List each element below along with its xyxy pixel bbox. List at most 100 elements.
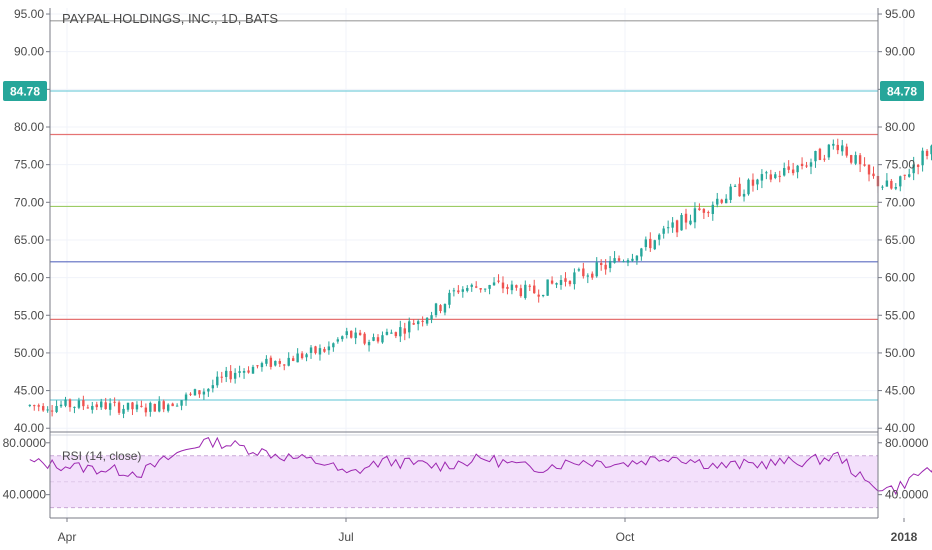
price-tick-label-left: 75.00 — [14, 158, 44, 172]
candle-body — [73, 406, 76, 408]
candle-body — [251, 366, 255, 374]
candle-body — [140, 405, 143, 407]
rsi-pane — [29, 434, 932, 509]
candle-body — [381, 335, 384, 343]
candle-body — [354, 332, 357, 339]
candle-body — [367, 341, 371, 346]
price-tick-label-right: 60.00 — [885, 271, 915, 285]
rsi-tick-label-right: 80.0000 — [885, 436, 929, 450]
candle-body — [742, 193, 746, 197]
candle-body — [430, 315, 433, 320]
price-tick-label-right: 80.00 — [885, 120, 915, 134]
candle-body — [492, 282, 496, 286]
candle-body — [180, 400, 183, 406]
price-tick-label-left: 40.00 — [14, 421, 44, 435]
candle-body — [41, 406, 45, 411]
candle-body — [577, 269, 581, 271]
candle-body — [162, 401, 165, 410]
candle-body — [787, 166, 790, 170]
candle-body — [774, 174, 777, 178]
horizontal-lines — [50, 20, 878, 401]
candle-body — [50, 410, 54, 412]
candle-body — [336, 339, 340, 342]
candle-body — [827, 144, 831, 158]
candle-body — [113, 401, 116, 403]
candle-body — [416, 321, 420, 325]
time-tick-label: Oct — [616, 530, 635, 544]
candle-body — [198, 390, 201, 395]
candle-body — [519, 288, 523, 297]
candle-body — [899, 176, 902, 187]
candle-body — [475, 286, 478, 288]
candle-body — [412, 323, 415, 325]
rsi-label: RSI (14, close) — [62, 449, 141, 463]
rsi-tick-label-left: 40.0000 — [3, 488, 47, 502]
candle-body — [872, 173, 875, 177]
candle-body — [171, 403, 174, 407]
candle-body — [568, 281, 572, 285]
price-tick-label-right: 45.00 — [885, 384, 915, 398]
candle-body — [283, 364, 286, 366]
candle-body — [77, 400, 81, 408]
candle-body — [702, 209, 706, 213]
price-tick-label-left: 65.00 — [14, 233, 44, 247]
current-price-badge-right — [880, 80, 924, 101]
candle-body — [144, 407, 148, 413]
candle-body — [867, 164, 871, 175]
candle-body — [296, 353, 299, 363]
price-tick-label-right: 65.00 — [885, 233, 915, 247]
price-tick-label-left: 55.00 — [14, 308, 44, 322]
candle-body — [832, 143, 835, 146]
candle-body — [238, 371, 241, 373]
candle-body — [287, 357, 290, 366]
price-tick-label-right: 55.00 — [885, 308, 915, 322]
current-price-badge-left — [3, 80, 47, 101]
candle-body — [278, 361, 281, 364]
candle-body — [908, 174, 911, 177]
candle-body — [448, 292, 451, 305]
time-tick-label: Apr — [58, 530, 77, 544]
candle-body — [466, 287, 469, 291]
candle-body — [506, 286, 509, 289]
candle-body — [439, 305, 442, 312]
candle-body — [408, 321, 411, 333]
candle-body — [260, 363, 264, 368]
candle-body — [358, 332, 362, 336]
candle-body — [533, 285, 536, 294]
candle-body — [59, 404, 63, 407]
candle-body — [470, 284, 473, 287]
candle-body — [925, 150, 929, 156]
price-tick-label-left: 70.00 — [14, 195, 44, 209]
price-tick-label-right: 95.00 — [885, 7, 915, 21]
candle-body — [684, 213, 688, 223]
candle-body — [836, 144, 839, 151]
candle-body — [497, 280, 500, 282]
candle-body — [903, 174, 906, 176]
rsi-tick-label-left: 80.0000 — [3, 436, 47, 450]
candle-body — [202, 391, 206, 395]
candle-body — [778, 175, 781, 177]
candle-body — [805, 165, 808, 167]
candle-body — [769, 174, 773, 180]
candle-body — [921, 150, 924, 166]
candle-body — [720, 199, 723, 203]
candle-body — [300, 353, 304, 359]
candle-body — [104, 402, 107, 410]
candle-body — [783, 168, 786, 176]
candle-body — [158, 401, 161, 412]
candle-body — [229, 371, 232, 380]
candle-body — [586, 275, 589, 277]
candle-body — [653, 240, 656, 250]
candle-body — [564, 278, 567, 282]
candle-body — [479, 288, 482, 290]
candle-body — [733, 185, 737, 187]
candle-body — [604, 264, 607, 270]
current-price-label-left: 84.78 — [10, 84, 40, 98]
candle-body — [37, 405, 40, 407]
candle-body — [211, 385, 215, 389]
candle-body — [95, 404, 98, 408]
rsi-line — [29, 436, 932, 496]
candle-body — [385, 331, 389, 335]
candle-body — [64, 399, 67, 406]
candle-body — [350, 330, 353, 338]
